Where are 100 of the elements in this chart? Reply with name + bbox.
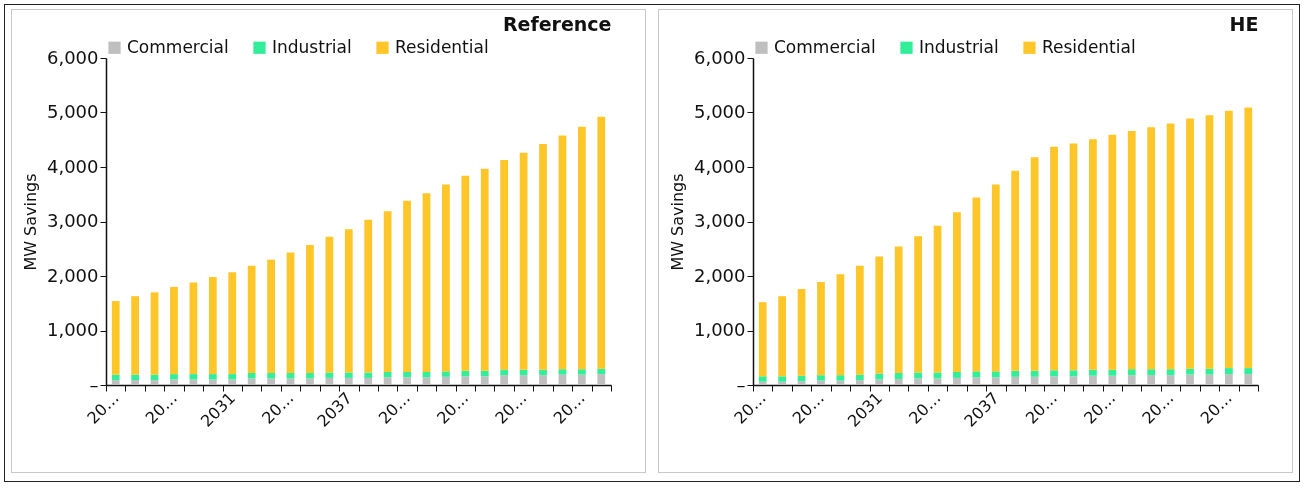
bar <box>461 370 470 377</box>
bar <box>836 375 845 381</box>
bar <box>758 381 767 385</box>
bar <box>383 211 392 372</box>
bar <box>914 372 922 379</box>
y-tick-label: 6,000 <box>46 46 99 68</box>
y-tick-label: 3,000 <box>46 210 99 231</box>
legend-label: Residential <box>395 36 489 57</box>
x-tick-label: 20… <box>141 388 181 428</box>
bar <box>228 272 237 375</box>
bar <box>1224 374 1233 385</box>
bar <box>247 265 256 374</box>
bar <box>403 371 411 378</box>
bar <box>306 244 314 374</box>
legend-label: Industrial <box>272 36 352 57</box>
bar <box>1011 370 1020 377</box>
bar <box>500 159 509 370</box>
bar <box>364 372 373 378</box>
y-tick-label: 2,000 <box>46 264 99 286</box>
bar <box>875 379 884 385</box>
bar <box>855 265 864 375</box>
bar <box>1147 369 1156 376</box>
bar <box>111 380 120 385</box>
bar <box>933 378 942 385</box>
bar <box>972 371 981 378</box>
bar <box>247 373 256 379</box>
chart-title: HE <box>1229 13 1259 35</box>
bar <box>247 378 256 385</box>
bar <box>1050 370 1058 377</box>
bar <box>344 229 353 373</box>
bar <box>539 144 547 370</box>
bar <box>442 371 450 377</box>
bar <box>991 371 1000 378</box>
bar <box>1089 369 1097 376</box>
bar <box>111 301 120 375</box>
bar <box>1011 170 1020 371</box>
bar <box>1127 369 1136 376</box>
bar <box>325 377 334 385</box>
bar <box>519 375 528 385</box>
bar <box>1186 374 1194 385</box>
bar <box>1011 376 1020 385</box>
y-tick-label: 4,000 <box>46 155 99 177</box>
bar <box>461 175 470 371</box>
bar <box>189 374 198 380</box>
y-tick-label: 3,000 <box>693 210 746 231</box>
bar <box>1127 375 1136 385</box>
bar <box>500 369 509 376</box>
bar <box>894 373 903 380</box>
x-tick-label: 20… <box>1138 388 1178 428</box>
bar <box>836 274 845 376</box>
bar <box>953 377 961 385</box>
bar <box>597 368 606 375</box>
bar <box>1147 375 1156 385</box>
bar <box>267 378 275 385</box>
bar <box>344 377 353 385</box>
bar <box>991 184 1000 372</box>
bar <box>1205 115 1214 369</box>
bar <box>1030 157 1039 371</box>
bar <box>131 380 140 385</box>
y-axis-title: MW Savings <box>667 173 687 271</box>
bar <box>1069 376 1078 385</box>
x-tick-label: 20… <box>258 388 298 428</box>
x-tick-label: 20… <box>374 388 414 428</box>
bar <box>539 369 547 376</box>
x-tick-label: 20… <box>788 388 828 428</box>
bar <box>577 374 586 385</box>
x-tick-label: 20… <box>1021 388 1061 428</box>
y-tick-label: 5,000 <box>693 101 746 122</box>
bar <box>1127 131 1136 370</box>
bar <box>267 373 275 379</box>
bar <box>170 374 178 380</box>
bar <box>267 259 275 374</box>
x-tick-label: 20… <box>491 388 531 428</box>
bar <box>817 380 825 385</box>
bar <box>758 376 767 382</box>
bar <box>1089 375 1097 385</box>
bar <box>597 116 606 369</box>
bar <box>894 246 903 374</box>
bar <box>189 282 198 375</box>
bar <box>1224 368 1233 375</box>
legend-label: Commercial <box>774 36 876 57</box>
bar <box>208 379 217 385</box>
bar <box>208 277 217 375</box>
bar <box>894 379 903 385</box>
bar <box>1030 370 1039 377</box>
bar <box>422 193 431 372</box>
bar <box>422 377 431 385</box>
legend-label: Commercial <box>127 36 229 57</box>
bar <box>228 374 237 380</box>
bar <box>875 256 884 374</box>
legend-label: Industrial <box>919 36 999 57</box>
bar <box>558 369 567 375</box>
x-tick-label: 20… <box>1196 388 1236 428</box>
bar <box>150 292 159 375</box>
bar <box>577 369 586 375</box>
bar <box>519 152 528 370</box>
bar <box>228 379 237 385</box>
bar <box>500 375 509 385</box>
bar <box>933 225 942 373</box>
bar <box>1108 375 1117 385</box>
